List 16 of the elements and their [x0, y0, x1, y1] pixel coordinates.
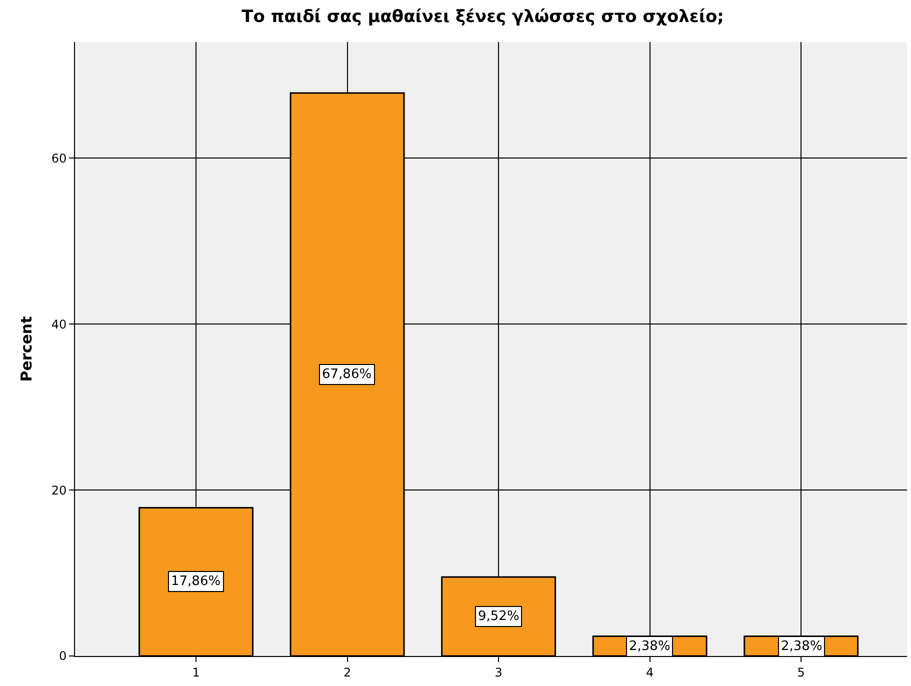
x-tick-label: 4	[646, 665, 654, 680]
data-label: 17,86%	[171, 574, 221, 589]
data-label: 2,38%	[629, 639, 670, 654]
x-tick-label: 3	[494, 665, 502, 680]
chart-title: Το παιδί σας μαθαίνει ξένες γλώσσες στο σχολείο;	[242, 7, 724, 28]
data-label: 9,52%	[478, 609, 520, 624]
y-axis-title: Percent	[18, 316, 36, 382]
x-tick-label: 5	[797, 665, 805, 680]
data-label: 67,86%	[322, 367, 372, 382]
y-tick-label: 40	[51, 317, 67, 332]
y-tick-label: 60	[51, 151, 67, 166]
x-tick-label: 1	[192, 665, 200, 680]
x-tick-label: 2	[343, 665, 352, 680]
y-tick-label: 20	[51, 483, 67, 498]
y-tick-label: 0	[58, 649, 67, 664]
data-label: 2,38%	[781, 639, 822, 654]
